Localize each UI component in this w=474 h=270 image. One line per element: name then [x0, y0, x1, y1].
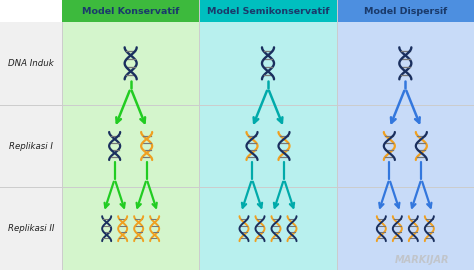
Text: MARKIJAR: MARKIJAR — [395, 255, 449, 265]
Text: Replikasi I: Replikasi I — [9, 141, 53, 150]
Text: Replikasi II: Replikasi II — [8, 224, 54, 233]
Text: Model Konservatif: Model Konservatif — [82, 6, 179, 15]
Bar — [62, 22, 200, 270]
Bar — [200, 0, 337, 22]
Text: Model Dispersif: Model Dispersif — [364, 6, 447, 15]
Bar — [337, 22, 474, 270]
Bar — [337, 0, 474, 22]
Text: DNA Induk: DNA Induk — [8, 59, 54, 68]
Bar — [200, 22, 337, 270]
Bar — [62, 0, 200, 22]
Text: Model Semikonservatif: Model Semikonservatif — [207, 6, 329, 15]
Bar — [0, 22, 62, 270]
